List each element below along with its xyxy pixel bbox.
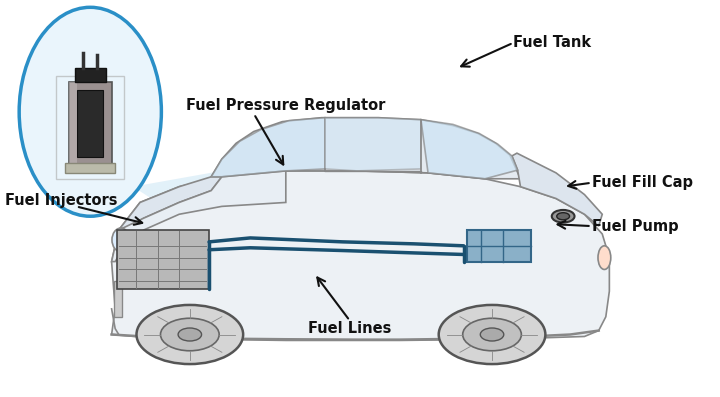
Text: Fuel Pump: Fuel Pump [592,219,678,233]
Bar [56,76,125,179]
Text: Fuel Pressure Regulator: Fuel Pressure Regulator [186,98,386,114]
Polygon shape [211,118,521,179]
Circle shape [178,328,202,341]
Text: Fuel Fill Cap: Fuel Fill Cap [592,175,693,190]
Polygon shape [112,171,286,262]
Circle shape [161,318,219,351]
Bar [66,163,115,173]
Text: Fuel Lines: Fuel Lines [308,321,392,336]
Circle shape [463,318,521,351]
Bar [69,82,78,165]
Ellipse shape [112,228,130,252]
Polygon shape [512,153,602,226]
Polygon shape [211,118,325,177]
Circle shape [552,210,575,223]
Circle shape [438,305,545,364]
Polygon shape [325,118,421,171]
Polygon shape [112,171,609,340]
Bar [75,68,106,82]
Bar [114,281,122,317]
Polygon shape [133,135,421,340]
Bar [69,82,112,165]
Text: Fuel Tank: Fuel Tank [513,35,592,50]
Text: Fuel Injectors: Fuel Injectors [5,193,117,208]
Circle shape [137,305,243,364]
Bar [78,90,103,157]
Circle shape [480,328,504,341]
Ellipse shape [598,246,611,270]
Circle shape [557,213,570,220]
Bar [117,230,209,289]
Bar [467,230,531,262]
Polygon shape [119,177,222,232]
Polygon shape [421,119,518,179]
Ellipse shape [19,7,161,216]
